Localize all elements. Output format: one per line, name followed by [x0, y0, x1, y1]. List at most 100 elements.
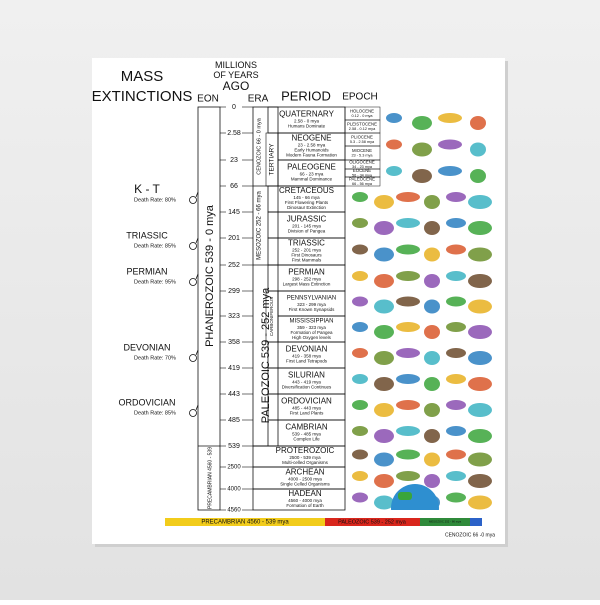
- illustration: [424, 351, 440, 365]
- period-name: PROTEROZOIC: [276, 446, 335, 455]
- illustration: [352, 322, 368, 332]
- period-name: NEOGENE: [291, 134, 331, 143]
- illustration: [374, 325, 394, 339]
- illustration: [374, 403, 394, 417]
- illustration: [424, 195, 440, 209]
- illustration: [468, 221, 492, 235]
- mya-tick-label: 4000: [227, 487, 241, 493]
- illustration: [468, 474, 492, 488]
- illustration: [412, 169, 432, 183]
- illustration: [446, 348, 466, 358]
- epoch-cell: [344, 176, 381, 187]
- epoch-dates: 66 - 56 mya: [352, 182, 373, 186]
- extinction-name: DEVONIAN: [123, 342, 170, 352]
- mya-tick-label: 66: [230, 183, 238, 190]
- illustration: [468, 325, 492, 339]
- rule: [195, 404, 199, 411]
- illustration: [396, 449, 420, 460]
- mya-tick-label: 485: [228, 417, 240, 424]
- period-dates: 539 - 485 mya: [292, 432, 321, 437]
- extinction-marker: [189, 409, 197, 417]
- eon-label: PHANEROZOIC 539 - 0 mya: [204, 204, 216, 347]
- illustration: [374, 299, 394, 314]
- epoch-dates: 2.58 - 0.12 mya: [349, 127, 376, 131]
- illustration: [352, 374, 368, 384]
- illustration: [470, 169, 486, 183]
- period-name: TRIASSIC: [288, 239, 325, 248]
- rule: [195, 237, 199, 244]
- chart: PHANEROZOIC 539 - 0 mya PRECAMBRIAN 4560 …: [118, 104, 495, 540]
- period-dates: 298 - 252 mya: [292, 277, 321, 282]
- illustration: [352, 492, 368, 503]
- period-desc: Dinosaur Extinction: [287, 205, 326, 210]
- illustration: [374, 495, 394, 510]
- period-dates: 252 - 201 mya: [292, 248, 321, 253]
- mya-header: MILLIONS OF YEARS AGO: [213, 60, 258, 93]
- period-dates: 359 - 323 mya: [297, 325, 326, 330]
- illustration: [468, 195, 492, 209]
- mya-tick-label: 299: [228, 288, 240, 295]
- eon-header: EON: [197, 94, 219, 105]
- illustration: [374, 274, 394, 288]
- illustration: [396, 218, 420, 228]
- epoch-name: PLIOCENE: [351, 135, 373, 140]
- illustration: [424, 377, 440, 391]
- epoch-dates: 23 - 5.3 mya: [351, 154, 373, 158]
- illustration: [424, 247, 440, 262]
- illustration: [352, 348, 368, 358]
- illustration: [424, 474, 440, 488]
- illustration: [468, 495, 492, 510]
- illustration: [468, 274, 492, 288]
- period-name: MISSISSIPPIAN: [289, 319, 333, 325]
- illustration: [386, 166, 402, 176]
- illustration: [424, 299, 440, 314]
- period-dates: 23 - 2.58 mya: [298, 143, 326, 148]
- period-desc: Modern Fauna Formation: [286, 153, 337, 158]
- illustration: [446, 296, 466, 307]
- period-name: PENNSYLVANIAN: [287, 296, 336, 302]
- mya-tick-label: 443: [228, 391, 240, 398]
- mya-tick-label: 201: [228, 235, 240, 242]
- extinction-name: TRIASSIC: [126, 230, 168, 240]
- period-desc: Division of Pangea: [288, 229, 326, 234]
- rule: [195, 349, 199, 356]
- illustration: [396, 244, 420, 255]
- epoch-header: EPOCH: [342, 92, 378, 103]
- period-name: CAMBRIAN: [285, 423, 327, 432]
- illustration: [424, 325, 440, 339]
- epoch-name: EOCENE: [353, 168, 371, 173]
- period-dates: 443 - 419 mya: [292, 380, 321, 385]
- illustration: [374, 247, 394, 262]
- epoch-name: OLIGOCENE: [349, 160, 375, 165]
- illustration: [470, 116, 486, 130]
- period-desc: First Dinosaurs: [291, 253, 322, 258]
- illustration: [396, 374, 420, 384]
- eon-label: PRECAMBRIAN 4560 - 539: [207, 447, 213, 509]
- illustration: [468, 452, 492, 467]
- eon-column: [197, 106, 221, 511]
- extinction-name: PERMIAN: [126, 266, 167, 276]
- epoch-name: PLEISTOCENE: [347, 122, 377, 127]
- illustration: [424, 274, 440, 288]
- illustration: [468, 377, 492, 391]
- illustration: [468, 351, 492, 365]
- era-label: PALEOZOIC 539 - 252 mya: [260, 287, 272, 423]
- illustration: [396, 296, 420, 307]
- illustration: [352, 218, 368, 228]
- period-desc: Single Celled Organisms: [280, 482, 330, 487]
- period-name: QUATERNARY: [279, 110, 334, 119]
- extinction-rate: Death Rate: 70%: [134, 355, 176, 361]
- timeline-label: MESOZOIC 252 - 66 mya: [429, 520, 461, 524]
- illustration: [352, 449, 368, 460]
- epoch-name: HOLOCENE: [350, 109, 374, 114]
- era-header: ERA: [248, 94, 269, 105]
- mya-tick-label: 4560: [227, 508, 241, 514]
- period-header: PERIOD: [281, 88, 331, 103]
- timeline-segment: [420, 518, 470, 526]
- period-name: ORDOVICIAN: [281, 397, 332, 406]
- period-dates: 201 - 145 mya: [292, 224, 321, 229]
- illustration: [386, 139, 402, 150]
- illustration: [352, 192, 368, 202]
- mya-tick-label: 23: [230, 157, 238, 164]
- period-desc: High Oxygen levels: [292, 335, 332, 340]
